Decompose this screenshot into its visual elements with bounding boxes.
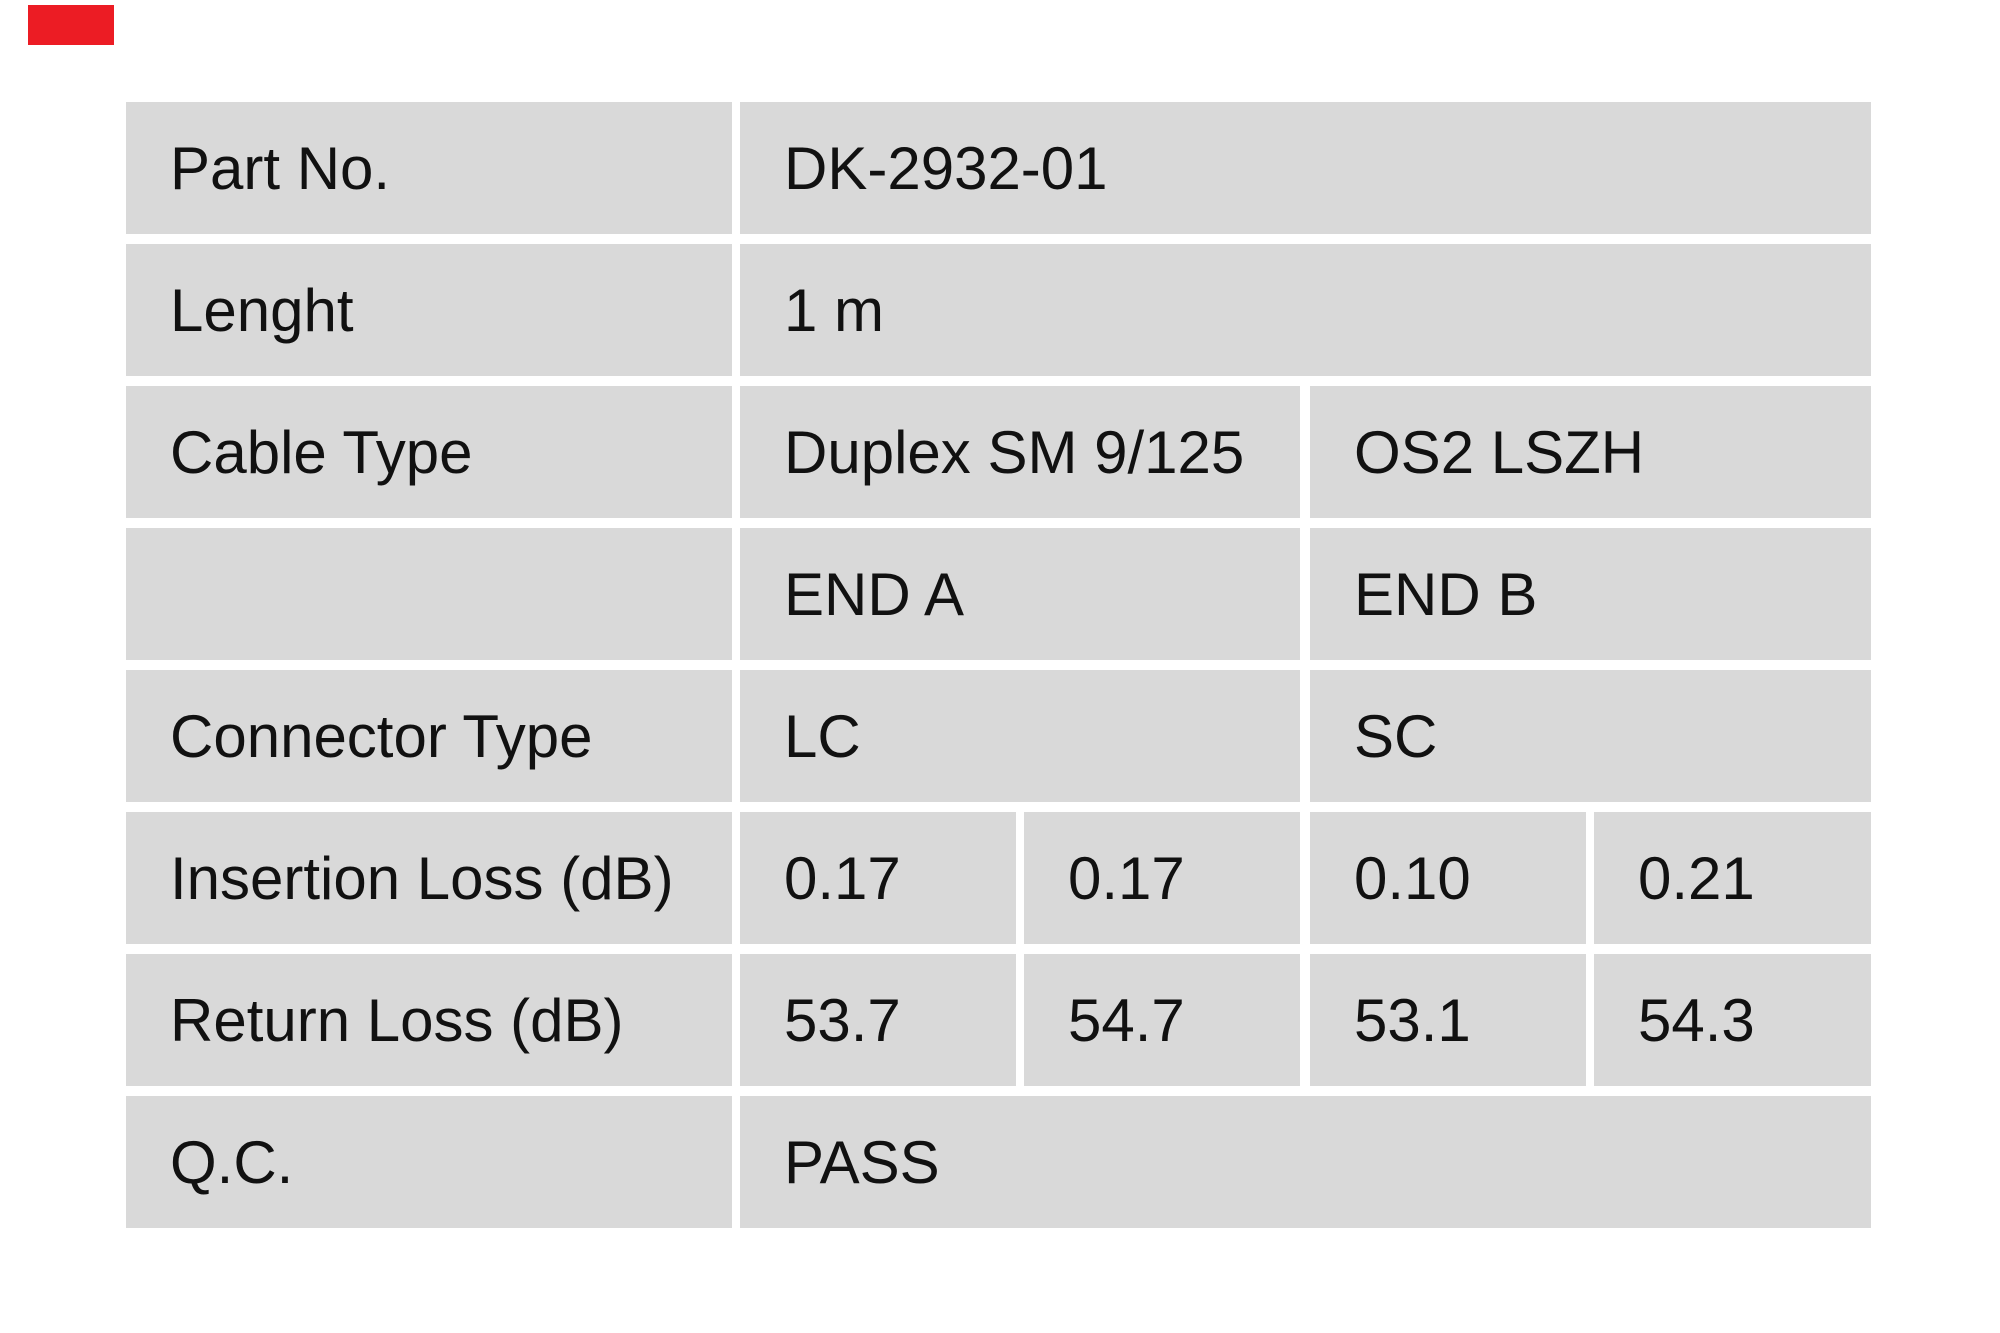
table-row-return-loss: Return Loss (dB) 53.7 54.7 53.1 54.3 — [126, 954, 1871, 1086]
table-row-qc: Q.C. PASS — [126, 1096, 1871, 1228]
row-label-insertion-loss: Insertion Loss (dB) — [126, 812, 732, 944]
cell-cable-type-2: OS2 LSZH — [1310, 386, 1871, 518]
table-row-part-no: Part No. DK-2932-01 — [126, 102, 1871, 234]
row-label-empty — [126, 528, 732, 660]
cell-qc-result: PASS — [740, 1096, 1871, 1228]
cell-insertion-loss-end-b-2: 0.21 — [1594, 812, 1871, 944]
table-row-insertion-loss: Insertion Loss (dB) 0.17 0.17 0.10 0.21 — [126, 812, 1871, 944]
cell-connector-end-b: SC — [1310, 670, 1871, 802]
cell-return-loss-end-a-1: 53.7 — [740, 954, 1016, 1086]
table-row-end-headers: END A END B — [126, 528, 1871, 660]
row-label-cable-type: Cable Type — [126, 386, 732, 518]
cell-connector-end-a: LC — [740, 670, 1300, 802]
cell-return-loss-end-b-2: 54.3 — [1594, 954, 1871, 1086]
table-row-cable-type: Cable Type Duplex SM 9/125 OS2 LSZH — [126, 386, 1871, 518]
cell-end-a-header: END A — [740, 528, 1300, 660]
cell-insertion-loss-end-a-2: 0.17 — [1024, 812, 1300, 944]
table-row-connector-type: Connector Type LC SC — [126, 670, 1871, 802]
cell-return-loss-end-a-2: 54.7 — [1024, 954, 1300, 1086]
brand-red-logo-mark — [28, 5, 114, 45]
cell-cable-type-1: Duplex SM 9/125 — [740, 386, 1300, 518]
row-label-return-loss: Return Loss (dB) — [126, 954, 732, 1086]
row-label-length: Lenght — [126, 244, 732, 376]
table-row-length: Lenght 1 m — [126, 244, 1871, 376]
row-label-connector-type: Connector Type — [126, 670, 732, 802]
cell-end-b-header: END B — [1310, 528, 1871, 660]
row-label-qc: Q.C. — [126, 1096, 732, 1228]
cell-return-loss-end-b-1: 53.1 — [1310, 954, 1586, 1086]
row-label-part-no: Part No. — [126, 102, 732, 234]
cell-insertion-loss-end-b-1: 0.10 — [1310, 812, 1586, 944]
cell-length-value: 1 m — [740, 244, 1871, 376]
cell-part-no-value: DK-2932-01 — [740, 102, 1871, 234]
cell-insertion-loss-end-a-1: 0.17 — [740, 812, 1016, 944]
